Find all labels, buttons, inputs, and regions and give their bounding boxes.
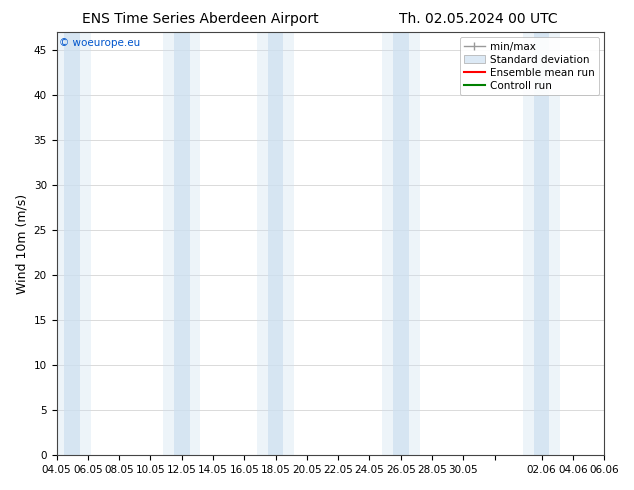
Bar <box>65 32 80 455</box>
Bar <box>174 32 190 455</box>
Bar <box>382 32 420 455</box>
Y-axis label: Wind 10m (m/s): Wind 10m (m/s) <box>15 194 28 294</box>
Bar <box>523 32 560 455</box>
Text: © woeurope.eu: © woeurope.eu <box>59 39 141 49</box>
Bar <box>163 32 200 455</box>
Bar <box>268 32 283 455</box>
Legend: min/max, Standard deviation, Ensemble mean run, Controll run: min/max, Standard deviation, Ensemble me… <box>460 37 599 95</box>
Bar <box>534 32 550 455</box>
Bar <box>53 32 91 455</box>
Text: ENS Time Series Aberdeen Airport: ENS Time Series Aberdeen Airport <box>82 12 319 26</box>
Bar <box>393 32 408 455</box>
Text: Th. 02.05.2024 00 UTC: Th. 02.05.2024 00 UTC <box>399 12 558 26</box>
Bar <box>257 32 294 455</box>
